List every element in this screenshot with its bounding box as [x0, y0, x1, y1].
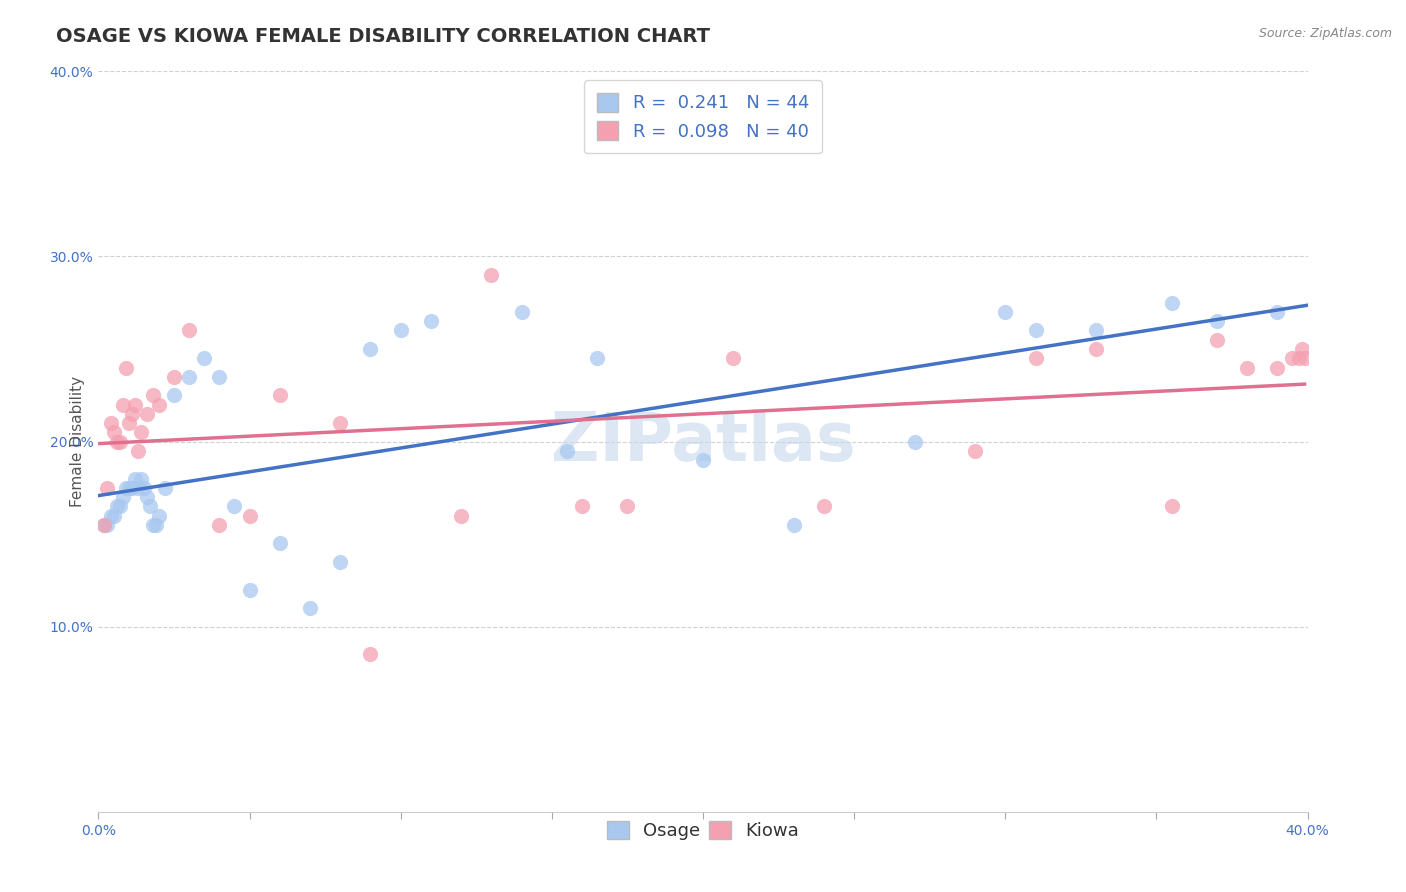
Point: [118, 416, 141, 430]
Point: [1024, 351, 1046, 366]
Point: [121, 481, 143, 495]
Point: [1236, 360, 1258, 375]
Point: [179, 324, 201, 338]
Point: [1267, 360, 1289, 375]
Point: [111, 398, 134, 412]
Point: [129, 425, 152, 440]
Point: [360, 342, 382, 356]
Point: [93, 517, 115, 532]
Text: Source: ZipAtlas.com: Source: ZipAtlas.com: [1258, 27, 1392, 40]
Text: OSAGE VS KIOWA FEMALE DISABILITY CORRELATION CHART: OSAGE VS KIOWA FEMALE DISABILITY CORRELA…: [56, 27, 710, 45]
Point: [510, 305, 533, 319]
Point: [269, 388, 291, 402]
Point: [329, 416, 352, 430]
Point: [103, 508, 125, 523]
Point: [1281, 351, 1303, 366]
Point: [1267, 305, 1289, 319]
Point: [148, 398, 170, 412]
Point: [571, 500, 593, 514]
Point: [105, 434, 128, 449]
Point: [108, 434, 131, 449]
Point: [139, 500, 162, 514]
Point: [100, 416, 122, 430]
Point: [616, 500, 638, 514]
Point: [114, 360, 136, 375]
Point: [481, 268, 503, 282]
Point: [108, 500, 131, 514]
Point: [239, 582, 262, 597]
Point: [1291, 342, 1313, 356]
Point: [96, 481, 118, 495]
Point: [148, 508, 170, 523]
Point: [1085, 324, 1108, 338]
Point: [1160, 295, 1182, 310]
Point: [142, 517, 165, 532]
Point: [813, 500, 835, 514]
Point: [420, 314, 443, 328]
Point: [329, 555, 352, 569]
Point: [124, 398, 146, 412]
Point: [193, 351, 215, 366]
Point: [904, 434, 927, 449]
Point: [100, 508, 122, 523]
Point: [389, 324, 412, 338]
Point: [163, 369, 186, 384]
Point: [269, 536, 291, 550]
Point: [121, 407, 143, 421]
Point: [1160, 500, 1182, 514]
Point: [124, 472, 146, 486]
Point: [111, 490, 134, 504]
Point: [555, 443, 578, 458]
Point: [208, 369, 231, 384]
Point: [994, 305, 1017, 319]
Point: [783, 517, 806, 532]
Point: [105, 500, 128, 514]
Y-axis label: Female Disability: Female Disability: [69, 376, 84, 508]
Point: [1085, 342, 1108, 356]
Point: [1288, 351, 1310, 366]
Point: [299, 601, 322, 615]
Point: [127, 443, 149, 458]
Point: [129, 472, 152, 486]
Point: [450, 508, 472, 523]
Point: [93, 517, 115, 532]
Point: [208, 517, 231, 532]
Point: [163, 388, 186, 402]
Point: [723, 351, 745, 366]
Point: [586, 351, 609, 366]
Point: [153, 481, 176, 495]
Point: [1206, 333, 1229, 347]
Point: [96, 517, 118, 532]
Legend: Osage, Kiowa: Osage, Kiowa: [600, 814, 806, 847]
Point: [142, 388, 165, 402]
Point: [692, 453, 714, 467]
Point: [114, 481, 136, 495]
Point: [118, 481, 141, 495]
Point: [135, 407, 157, 421]
Point: [239, 508, 262, 523]
Point: [132, 481, 155, 495]
Point: [103, 425, 125, 440]
Point: [1206, 314, 1229, 328]
Point: [127, 481, 149, 495]
Point: [360, 648, 382, 662]
Point: [1024, 324, 1046, 338]
Point: [145, 517, 167, 532]
Text: ZIPatlas: ZIPatlas: [551, 409, 855, 475]
Point: [965, 443, 987, 458]
Point: [1294, 351, 1316, 366]
Point: [135, 490, 157, 504]
Point: [179, 369, 201, 384]
Point: [224, 500, 246, 514]
